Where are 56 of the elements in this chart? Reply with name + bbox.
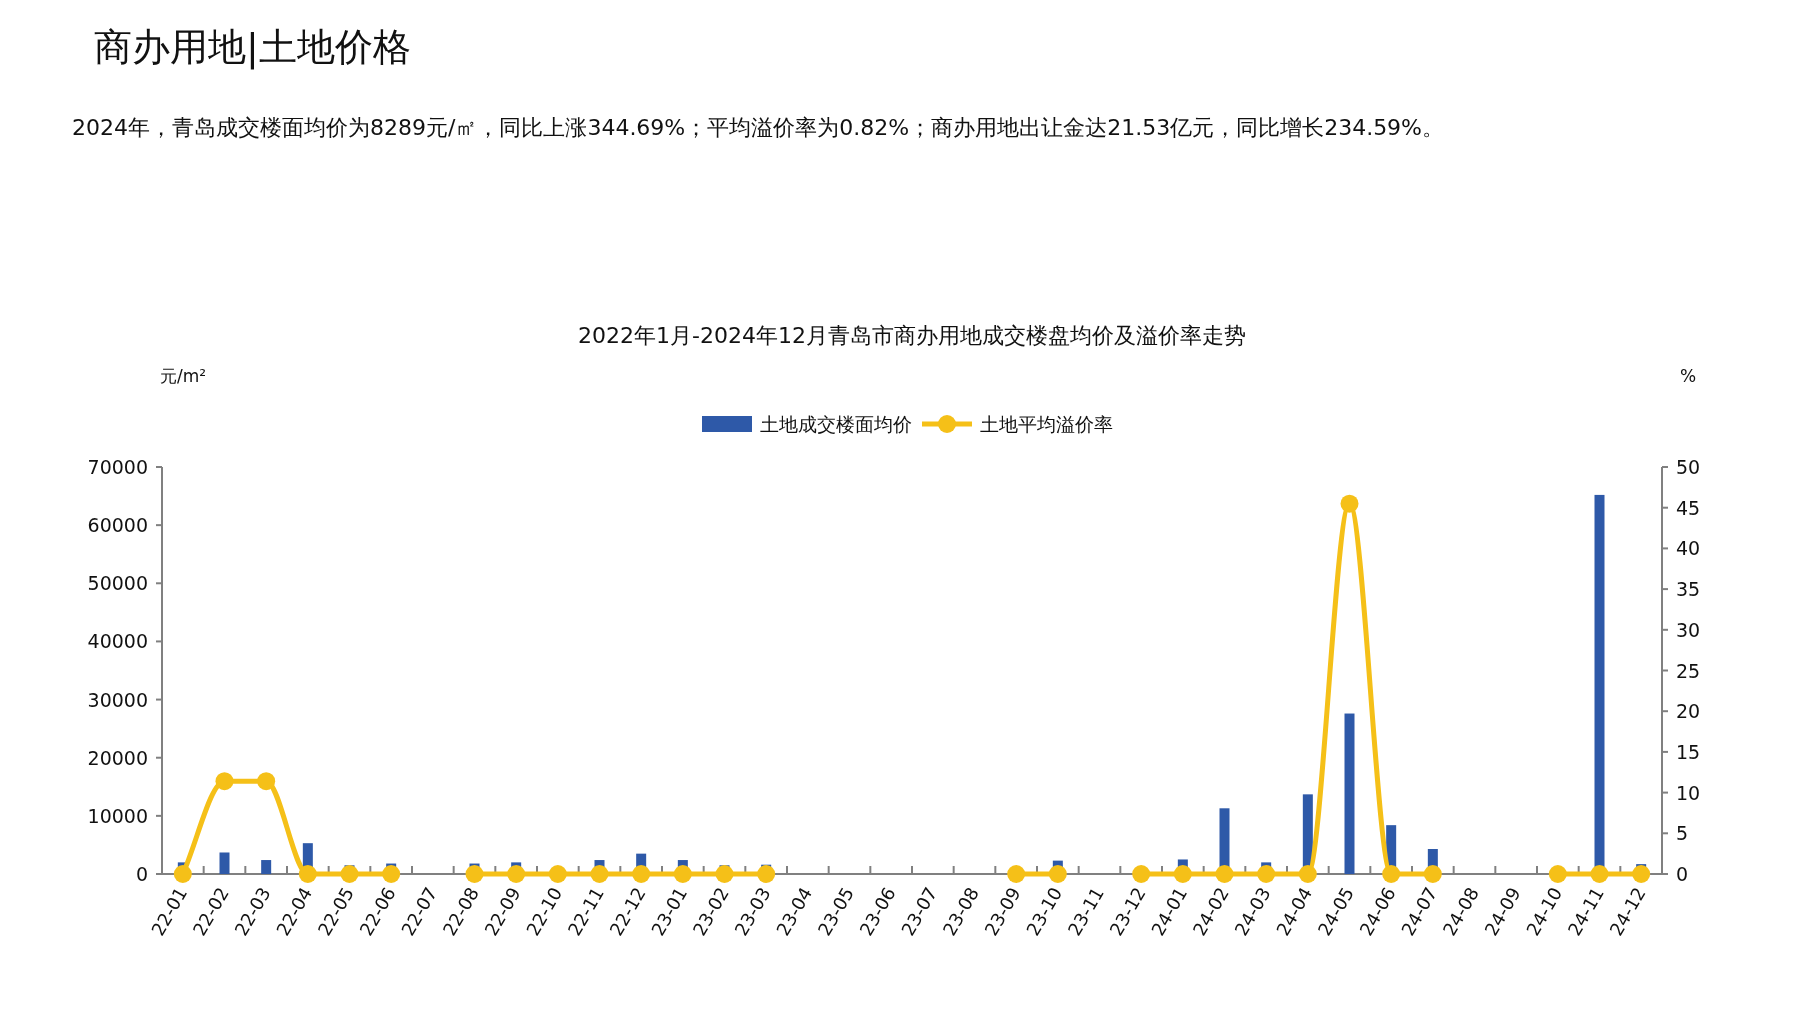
- point: [1548, 865, 1567, 883]
- point: [673, 865, 692, 883]
- point: [715, 865, 734, 883]
- point: [590, 865, 609, 883]
- point: [1173, 865, 1192, 883]
- point: [257, 772, 276, 791]
- y2-tick-label: 15: [1676, 740, 1701, 763]
- y-tick-label: 70000: [87, 456, 148, 478]
- y-tick-label: 40000: [87, 630, 148, 653]
- y2-tick-label: 45: [1676, 496, 1701, 519]
- point: [1132, 865, 1151, 883]
- point: [1257, 865, 1276, 883]
- chart-subtitle: 2024年，青岛成交楼面均价为8289元/㎡，同比上涨344.69%；平均溢价率为0.82%；商办用地出让金达21.53亿元，同比增长234.59%。: [72, 115, 1445, 140]
- bar: [219, 852, 230, 874]
- point: [1048, 865, 1067, 883]
- y-tick-label: 60000: [87, 514, 148, 537]
- point: [215, 772, 234, 791]
- y-tick-label: 50000: [87, 572, 148, 595]
- point: [757, 865, 776, 883]
- point: [298, 865, 317, 883]
- y2-tick-label: 20: [1676, 700, 1701, 723]
- y2-axis-title: %: [1679, 366, 1697, 386]
- y2-tick-label: 0: [1676, 863, 1689, 885]
- text: 商办用地|土地价格: [94, 25, 411, 70]
- point: [340, 865, 359, 883]
- point: [1007, 865, 1026, 883]
- point: [1590, 865, 1609, 883]
- point: [1423, 865, 1442, 883]
- y2-tick-label: 35: [1676, 578, 1701, 601]
- point: [173, 865, 192, 883]
- y2-tick-label: 30: [1676, 618, 1701, 641]
- point: [548, 865, 567, 883]
- y-tick-label: 10000: [87, 804, 148, 827]
- y2-tick-label: 25: [1676, 659, 1701, 682]
- point: [1298, 865, 1317, 883]
- bar: [261, 860, 272, 874]
- y-tick-label: 0: [135, 863, 148, 885]
- y2-tick-label: 10: [1676, 781, 1701, 804]
- point: [1632, 865, 1651, 883]
- point: [1215, 865, 1234, 883]
- legend-label: 土地成交楼面均价: [760, 413, 912, 435]
- chart-title: 2022年1月-2024年12月青岛市商办用地成交楼盘均价及溢价率走势: [578, 323, 1246, 348]
- point: [507, 865, 526, 883]
- point: [1340, 494, 1359, 513]
- point: [382, 865, 401, 883]
- y2-tick-label: 5: [1676, 822, 1689, 845]
- point: [632, 865, 651, 883]
- point: [1382, 865, 1401, 883]
- y-axis-title: 元/m²: [160, 366, 207, 386]
- y-tick-label: 30000: [87, 688, 148, 711]
- point: [465, 865, 484, 883]
- legend-label: 土地平均溢价率: [980, 413, 1113, 435]
- y2-tick-label: 50: [1676, 456, 1701, 478]
- y2-tick-label: 40: [1676, 537, 1701, 560]
- bar: [1344, 713, 1355, 874]
- y-tick-label: 20000: [87, 746, 148, 769]
